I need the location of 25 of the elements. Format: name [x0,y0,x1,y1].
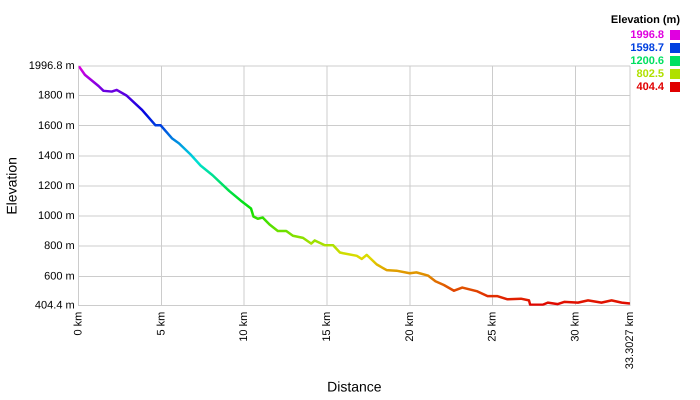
y-tick-label: 404.4 m [34,300,75,312]
x-tick-label: 10 km [238,312,250,342]
y-tick-label: 1400 m [38,150,75,162]
y-tick-label: 600 m [44,270,75,282]
x-tick-label: 30 km [569,312,582,342]
color-bar-label: 1996.8 [630,28,664,40]
y-tick-label: 800 m [44,240,75,252]
x-tick-label: 15 km [321,312,334,342]
y-tick-label: 1996.8 m [28,60,75,72]
color-bar-label: 404.4 [636,80,664,92]
color-bar-title: Elevation (m) [610,14,680,26]
x-tick-label: 0 km [72,312,85,336]
x-axis-title: Distance [327,378,382,394]
x-tick-label: 25 km [486,312,499,342]
color-bar-label: 802.5 [636,68,664,80]
color-bar-label: 1200.6 [630,54,664,66]
x-tick-label: 20 km [404,312,416,342]
x-tick-label: 33.3027 km [624,312,636,370]
y-tick-label: 1800 m [38,90,75,102]
color-bar-label: 1598.7 [630,42,664,54]
y-tick-label: 1000 m [38,210,75,222]
x-tick-label: 5 km [155,312,168,336]
y-tick-label: 1200 m [38,180,75,192]
y-tick-label: 1600 m [38,120,75,132]
y-axis-title: Elevation [3,157,20,215]
